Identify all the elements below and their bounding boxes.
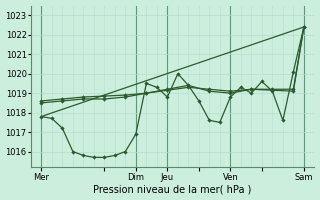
X-axis label: Pression niveau de la mer( hPa ): Pression niveau de la mer( hPa ) — [93, 184, 252, 194]
